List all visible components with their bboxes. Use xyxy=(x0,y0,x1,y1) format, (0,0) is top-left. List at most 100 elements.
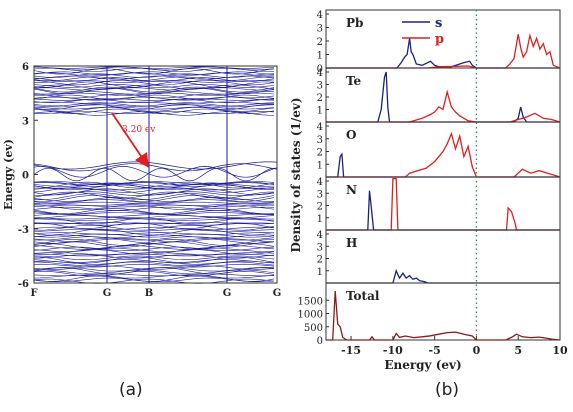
valence-band-line xyxy=(33,218,275,221)
y-tick-label: 3 xyxy=(317,81,323,92)
y-tick-label: -3 xyxy=(18,225,29,236)
dos-subplot-label: Te xyxy=(346,74,362,88)
y-tick-label: 2 xyxy=(317,37,323,48)
valence-band-line xyxy=(34,182,275,186)
valence-band-line xyxy=(33,273,275,277)
y-tick-label: 4 xyxy=(317,122,323,133)
valence-band-line xyxy=(33,233,275,238)
valence-band-line xyxy=(33,275,275,282)
conduction-band-line xyxy=(33,98,275,101)
valence-band-line xyxy=(33,254,275,259)
conduction-band-line xyxy=(33,66,275,71)
y-tick-label: 500 xyxy=(304,323,323,334)
fermi-band-line xyxy=(33,161,278,170)
dos-series-p xyxy=(326,33,561,69)
y-tick-label: 3 xyxy=(317,242,323,253)
k-point-label: G xyxy=(273,288,282,299)
y-tick-label: 4 xyxy=(317,230,323,241)
valence-band-line xyxy=(33,216,275,220)
dos-subplot-frame xyxy=(325,121,561,178)
y-tick-label: 1 xyxy=(317,160,323,171)
valence-band-line xyxy=(34,181,275,189)
valence-band-line xyxy=(33,193,275,201)
valence-band-line xyxy=(33,267,275,275)
y-tick-label: 2 xyxy=(317,93,323,104)
k-point-label: F xyxy=(30,288,37,299)
dos-panel: 43210Pb4321Te4321O4321N4321H150010005000… xyxy=(289,9,568,372)
y-tick-label: 4 xyxy=(317,177,323,188)
conduction-band-line xyxy=(33,68,275,75)
x-axis-label: Energy (ev) xyxy=(384,358,461,372)
caption-b: (b) xyxy=(435,380,460,400)
valence-band-line xyxy=(33,238,275,246)
valence-band-line xyxy=(33,204,275,210)
valence-band-line xyxy=(33,255,275,261)
valence-band-line xyxy=(33,267,275,272)
y-tick-label: 4 xyxy=(317,68,323,79)
y-tick-label: 1 xyxy=(317,51,323,62)
conduction-band-line xyxy=(33,104,275,108)
conduction-band-line xyxy=(33,87,275,91)
conduction-band-line xyxy=(33,103,275,110)
conduction-band-line xyxy=(33,84,275,88)
y-tick-label: 3 xyxy=(22,116,29,127)
conduction-band-line xyxy=(33,80,275,86)
conduction-band-line xyxy=(33,93,275,99)
valence-band-line xyxy=(33,201,275,205)
y-tick-label: -6 xyxy=(18,279,29,290)
valence-band-line xyxy=(33,191,275,199)
dos-subplot-label: O xyxy=(346,128,356,142)
y-tick-label: 3 xyxy=(317,135,323,146)
y-tick-label: 4 xyxy=(317,10,323,21)
valence-band-line xyxy=(33,215,275,219)
x-tick-label: 5 xyxy=(514,344,522,357)
dos-series-p xyxy=(326,131,561,178)
valence-band-line xyxy=(33,224,275,231)
legend-label-s: s xyxy=(435,16,442,31)
valence-band-line xyxy=(33,248,275,252)
y-tick-label: 0 xyxy=(22,171,29,182)
valence-band-line xyxy=(33,199,275,204)
k-point-label: G xyxy=(103,288,112,299)
conduction-band-line xyxy=(33,94,275,100)
dos-subplot-frame xyxy=(325,282,561,341)
dos-subplot-label: Pb xyxy=(346,16,363,30)
conduction-band-line xyxy=(33,81,275,88)
valence-band-line xyxy=(33,229,275,232)
x-tick-label: -10 xyxy=(383,344,403,357)
band-frame xyxy=(33,65,278,284)
y-tick-label: 1000 xyxy=(298,310,323,321)
conduction-band-line xyxy=(33,73,275,78)
x-tick-label: -15 xyxy=(341,344,361,357)
y-tick-label: 2 xyxy=(317,202,323,213)
k-point-label: G xyxy=(223,288,232,299)
conduction-band-line xyxy=(33,102,275,107)
valence-band-line xyxy=(33,265,275,270)
dos-subplot-label: N xyxy=(346,183,357,197)
dos-subplot-label: Total xyxy=(346,289,380,303)
dos-series-s xyxy=(326,38,560,69)
dos-subplot-frame xyxy=(325,229,561,284)
valence-band-line xyxy=(33,187,275,193)
dos-series-s xyxy=(326,152,560,178)
valence-band-line xyxy=(33,182,275,189)
valence-band-line xyxy=(33,206,275,211)
valence-band-line xyxy=(33,245,275,250)
conduction-band-line xyxy=(33,108,275,115)
conduction-band-line xyxy=(33,77,275,83)
dos-series-p xyxy=(326,177,560,231)
x-tick-label: 10 xyxy=(552,344,568,357)
y-tick-label: 1 xyxy=(317,267,323,278)
valence-band-line xyxy=(33,269,275,275)
valence-band-line xyxy=(33,213,275,217)
conduction-band-line xyxy=(34,80,275,83)
y-tick-label: 0 xyxy=(317,64,323,75)
valence-band-line xyxy=(33,210,275,215)
valence-band-line xyxy=(33,234,275,239)
dos-subplot-frame xyxy=(325,176,561,231)
valence-band-line xyxy=(33,236,275,241)
caption-a: (a) xyxy=(119,380,143,400)
dos-series-total xyxy=(326,290,561,341)
fermi-band-line xyxy=(33,163,278,172)
